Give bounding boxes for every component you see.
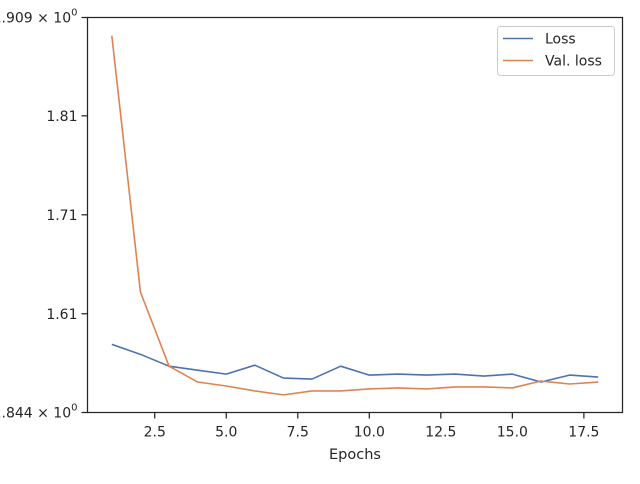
y-tick-label-base: 1.81 [46,109,77,125]
y-tick-label-base: 1.909 × 10 [0,11,71,27]
y-tick-label: 1.844 × 100 [0,403,78,422]
x-tick-label: 10.0 [354,425,385,441]
x-axis-label: Epochs [329,447,381,463]
y-tick-label-base: 1.61 [46,307,77,323]
x-tick-label: 12.5 [425,425,456,441]
series-line-val-loss [111,35,599,396]
y-tick-label-exponent: 0 [71,8,77,19]
y-tick-label-base: 1.844 × 10 [0,406,71,422]
legend-label: Val. loss [545,54,602,70]
x-tick-label: 2.5 [144,425,166,441]
x-tick-label: 15.0 [497,425,528,441]
y-tick-label: 1.71 [46,208,77,224]
legend-label: Loss [545,32,576,48]
x-tick-label: 17.5 [568,425,599,441]
x-tick-label: 5.0 [215,425,237,441]
legend: Loss Val. loss [497,26,615,76]
series-line-loss [111,343,599,383]
y-tick-label: 1.81 [46,109,77,125]
x-tick-label: 7.5 [287,425,309,441]
plot-frame [86,16,624,414]
y-tick-label-base: 1.71 [46,208,77,224]
y-tick-label: 1.909 × 100 [0,8,78,27]
ticks-layer: 2.5 5.0 7.5 10.0 12.5 15.0 17.51.909 × 1001.81… [0,8,599,441]
y-tick-label-exponent: 0 [71,403,77,414]
y-tick-label: 1.61 [46,307,77,323]
series-layer [111,35,599,396]
